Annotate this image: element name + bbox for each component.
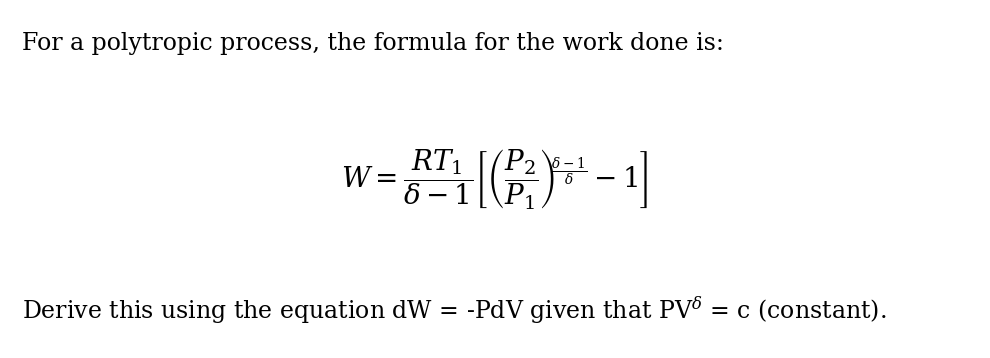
- Text: For a polytropic process, the formula for the work done is:: For a polytropic process, the formula fo…: [22, 32, 724, 55]
- Text: Derive this using the equation dW = -PdV given that PV$^{\delta}$ = c (constant): Derive this using the equation dW = -PdV…: [22, 294, 886, 326]
- Text: $W = \dfrac{RT_1}{\delta - 1}\left[\left(\dfrac{P_2}{P_1}\right)^{\!\!\frac{\del: $W = \dfrac{RT_1}{\delta - 1}\left[\left…: [342, 147, 648, 211]
